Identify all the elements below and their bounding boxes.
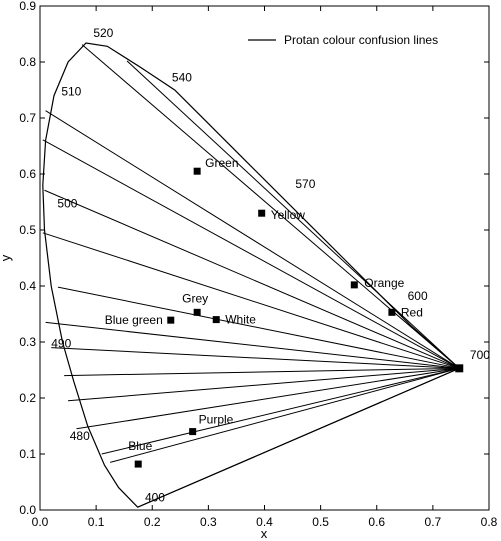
confusion-line (45, 321, 460, 369)
wavelength-label: 480 (70, 429, 90, 443)
plot-frame (39, 5, 490, 511)
y-axis-label: y (0, 254, 13, 261)
legend: Protan colour confusion lines (248, 33, 438, 47)
wavelength-label: 700 (470, 348, 490, 362)
y-tick-label: 0.3 (19, 335, 36, 349)
y-tick-label: 0.0 (19, 503, 36, 517)
x-tick-label: 0.2 (144, 515, 161, 529)
x-tick-label: 0.6 (368, 515, 385, 529)
color-point-label: White (225, 313, 256, 327)
wavelength-label: 490 (51, 337, 71, 351)
color-points: Green Yellow Orange Red Grey White Blue green P… (105, 156, 464, 468)
wavelength-label: 540 (172, 71, 192, 85)
color-point-marker (193, 167, 201, 175)
confusion-line (68, 367, 460, 402)
x-tick-label: 0.3 (200, 515, 217, 529)
color-point-label: Red (401, 305, 423, 319)
confusion-line (45, 110, 460, 369)
color-point-label: Blue (128, 439, 152, 453)
x-tick-label: 0.0 (32, 515, 49, 529)
confusion-line (64, 367, 460, 377)
wavelength-label: 400 (145, 491, 165, 505)
x-tick-label: 0.4 (256, 515, 273, 529)
y-tick-label: 0.1 (19, 447, 36, 461)
confusion-line (42, 232, 460, 369)
wavelength-label: 520 (93, 26, 113, 40)
color-point-label: Yellow (271, 208, 306, 222)
color-point-label: Green (205, 156, 238, 170)
copunctal-point-marker (455, 364, 464, 373)
color-point-marker (134, 460, 142, 468)
y-tick-label: 0.6 (19, 167, 36, 181)
x-axis: 0.0 0.1 0.2 0.3 0.4 0.5 0.6 0.7 0.8 (32, 6, 498, 529)
confusion-line (76, 367, 460, 430)
y-tick-label: 0.5 (19, 223, 36, 237)
color-point-marker (167, 316, 175, 324)
color-point-marker (189, 428, 197, 436)
legend-entry: Protan colour confusion lines (284, 33, 438, 47)
y-tick-label: 0.4 (19, 279, 36, 293)
x-tick-label: 0.8 (481, 515, 498, 529)
x-tick-label: 0.7 (425, 515, 442, 529)
wavelength-label: 600 (408, 289, 428, 303)
confusion-line (57, 286, 460, 369)
confusion-line (110, 367, 460, 463)
spectrum-locus (42, 42, 461, 508)
confusion-lines (42, 44, 460, 508)
color-point-label: Blue green (105, 313, 163, 327)
y-tick-label: 0.8 (19, 55, 36, 69)
wavelength-label: 570 (295, 177, 315, 191)
wavelength-label: 510 (61, 85, 81, 99)
color-point-marker (193, 308, 201, 316)
color-point-marker (258, 209, 266, 217)
y-tick-label: 0.9 (19, 0, 36, 13)
y-tick-label: 0.2 (19, 391, 36, 405)
color-point-marker (212, 316, 220, 324)
confusion-line (81, 44, 460, 369)
y-axis: 0.0 0.1 0.2 0.3 0.4 0.5 0.6 0.7 0.8 0.9 (19, 0, 489, 517)
y-tick-label: 0.7 (19, 111, 36, 125)
color-point-label: Orange (364, 276, 404, 290)
wavelength-labels: 520 540 510 570 500 600 700 490 480 400 (51, 26, 490, 505)
x-tick-label: 0.1 (88, 515, 105, 529)
color-point-marker (388, 308, 396, 316)
x-axis-label: x (261, 526, 268, 541)
wavelength-label: 500 (57, 197, 77, 211)
color-point-label: Grey (182, 291, 208, 305)
color-point-label: Purple (199, 413, 234, 427)
x-tick-label: 0.5 (312, 515, 329, 529)
confusion-line (101, 367, 460, 455)
confusion-line (44, 189, 460, 369)
color-point-marker (350, 281, 358, 289)
confusion-line (126, 60, 460, 369)
confusion-line (42, 139, 460, 369)
confusion-line (51, 347, 460, 369)
